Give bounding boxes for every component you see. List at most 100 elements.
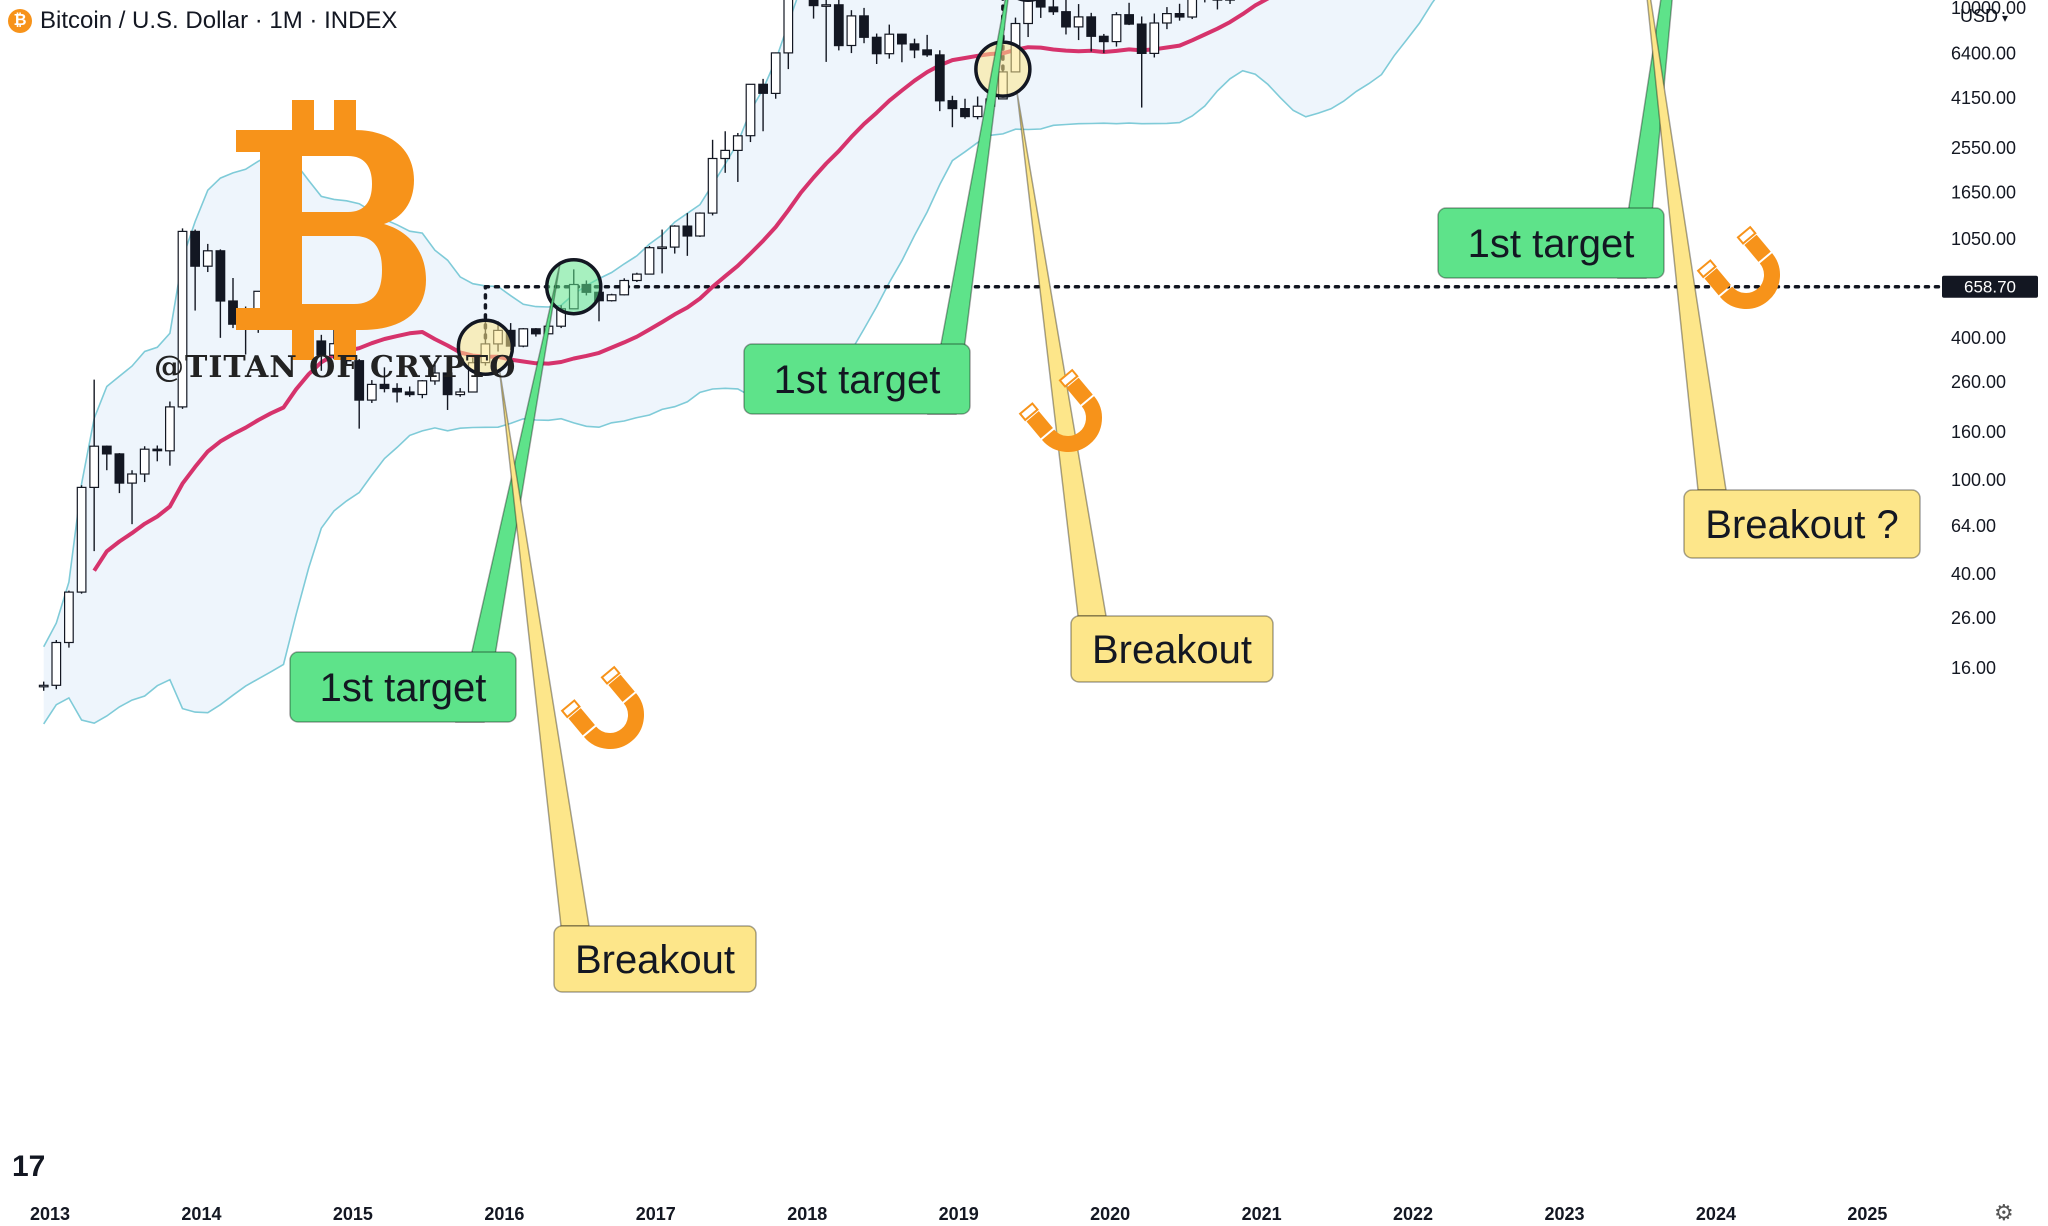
y-tick-label: 40.00 (1951, 564, 1996, 584)
candle (695, 212, 705, 237)
candle (606, 294, 617, 302)
callout-label: 1st target (774, 358, 941, 402)
watermark-text: @TITAN OF CRYPTO (154, 350, 517, 385)
magnet-tip (600, 665, 621, 685)
candle (1061, 11, 1071, 28)
y-tick-label: 16.00 (1951, 658, 1996, 678)
candle (631, 273, 642, 282)
candle (934, 54, 945, 102)
y-tick-label: 260.00 (1951, 372, 2006, 392)
candle (846, 15, 857, 47)
candle (909, 43, 920, 51)
callout-label: 1st target (1468, 222, 1635, 266)
candle (884, 33, 895, 55)
candle (1073, 16, 1084, 28)
candle (165, 406, 175, 452)
candle (1161, 13, 1172, 24)
breakout-callout: Breakout (1016, 90, 1274, 683)
candle (871, 36, 882, 55)
gear-icon[interactable]: ⚙ (1994, 1200, 2014, 1225)
ma-line (92, 0, 1270, 572)
candle (657, 246, 667, 250)
candle (152, 448, 163, 452)
candle (707, 157, 718, 214)
callout-box (1683, 489, 1921, 559)
candle (1048, 6, 1059, 13)
candle (783, 0, 794, 54)
chart-title: Bitcoin / U.S. Dollar · 1M · INDEX (40, 7, 398, 34)
candle (76, 486, 87, 593)
x-tick-label: 2024 (1696, 1204, 1736, 1224)
target-callout: 1st target (289, 264, 561, 723)
candle (38, 684, 49, 688)
callout-label: Breakout (1092, 628, 1252, 672)
magnet-pole (1026, 411, 1053, 439)
candle (101, 445, 112, 455)
target-circle (545, 257, 603, 316)
candle (821, 4, 832, 7)
x-tick-label: 2019 (939, 1204, 979, 1224)
bollinger-band (42, 0, 1436, 725)
x-tick-label: 2015 (333, 1204, 373, 1224)
magnet-pole (608, 674, 635, 702)
candle (960, 107, 970, 118)
callout-box (553, 925, 757, 993)
magnet-arc (583, 693, 644, 749)
breakout-circle (456, 318, 515, 376)
candle (1098, 35, 1109, 43)
x-tick-label: 2021 (1242, 1204, 1282, 1224)
candle (1035, 0, 1046, 8)
candle (1136, 23, 1147, 54)
candle (417, 380, 428, 396)
candle (114, 453, 125, 484)
tradingview-logo-icon: 17 (12, 1150, 46, 1183)
price-labels: 53999.5225761.2019d 9h14005.66658.70 (1942, 275, 2038, 298)
candle (1086, 16, 1097, 37)
currency-selector[interactable]: USD ▾ (1960, 6, 2008, 27)
callout-label: Breakout (575, 938, 735, 982)
candle (392, 387, 402, 393)
candle (404, 391, 415, 396)
bitcoin-coin-icon: ₿ (8, 9, 32, 33)
magnet-icon (1696, 225, 1780, 309)
magnet-tip (1736, 225, 1757, 245)
y-tick-label: 160.00 (1951, 422, 2006, 442)
magnet-pole (1066, 377, 1093, 405)
candle (430, 372, 440, 382)
price-label: 658.70 (1942, 275, 2038, 298)
callout-box (289, 651, 517, 723)
candle (316, 340, 327, 356)
candle (745, 83, 756, 137)
x-tick-label: 2023 (1544, 1204, 1584, 1224)
breakout-callout: Breakout (498, 369, 757, 993)
magnet-icon (560, 665, 644, 749)
annotations: 1st target Breakout 1st target Breakout 1st … (289, 0, 1921, 993)
x-tick-label: 2025 (1847, 1204, 1887, 1224)
candle (51, 641, 62, 686)
candle (947, 100, 958, 110)
magnet-arc (1719, 253, 1780, 309)
candle (63, 591, 74, 644)
magnet-tip (1696, 259, 1717, 279)
callout-label: 1st target (320, 666, 487, 710)
x-tick-label: 2018 (787, 1204, 827, 1224)
y-tick-label: 1650.00 (1951, 183, 2016, 203)
breakout-circle (974, 40, 1032, 98)
target-callout: 1st target (743, 0, 1009, 415)
candle (530, 328, 541, 335)
x-tick-label: 2022 (1393, 1204, 1433, 1224)
y-tick-label: 26.00 (1951, 608, 1996, 628)
candle (202, 250, 213, 267)
y-axis: 1000000.00640000.00415000.00255000.00165… (1945, 0, 2048, 1226)
x-tick-label: 2014 (181, 1204, 221, 1224)
candle (720, 149, 731, 160)
magnet-pole (568, 708, 595, 736)
magnet-pole (1704, 268, 1731, 296)
candle (127, 473, 137, 484)
candle (455, 391, 466, 396)
y-tick-label: 6400.00 (1951, 44, 2016, 64)
band-upper-line (42, 0, 798, 648)
bitcoin-logo-icon (236, 100, 426, 360)
